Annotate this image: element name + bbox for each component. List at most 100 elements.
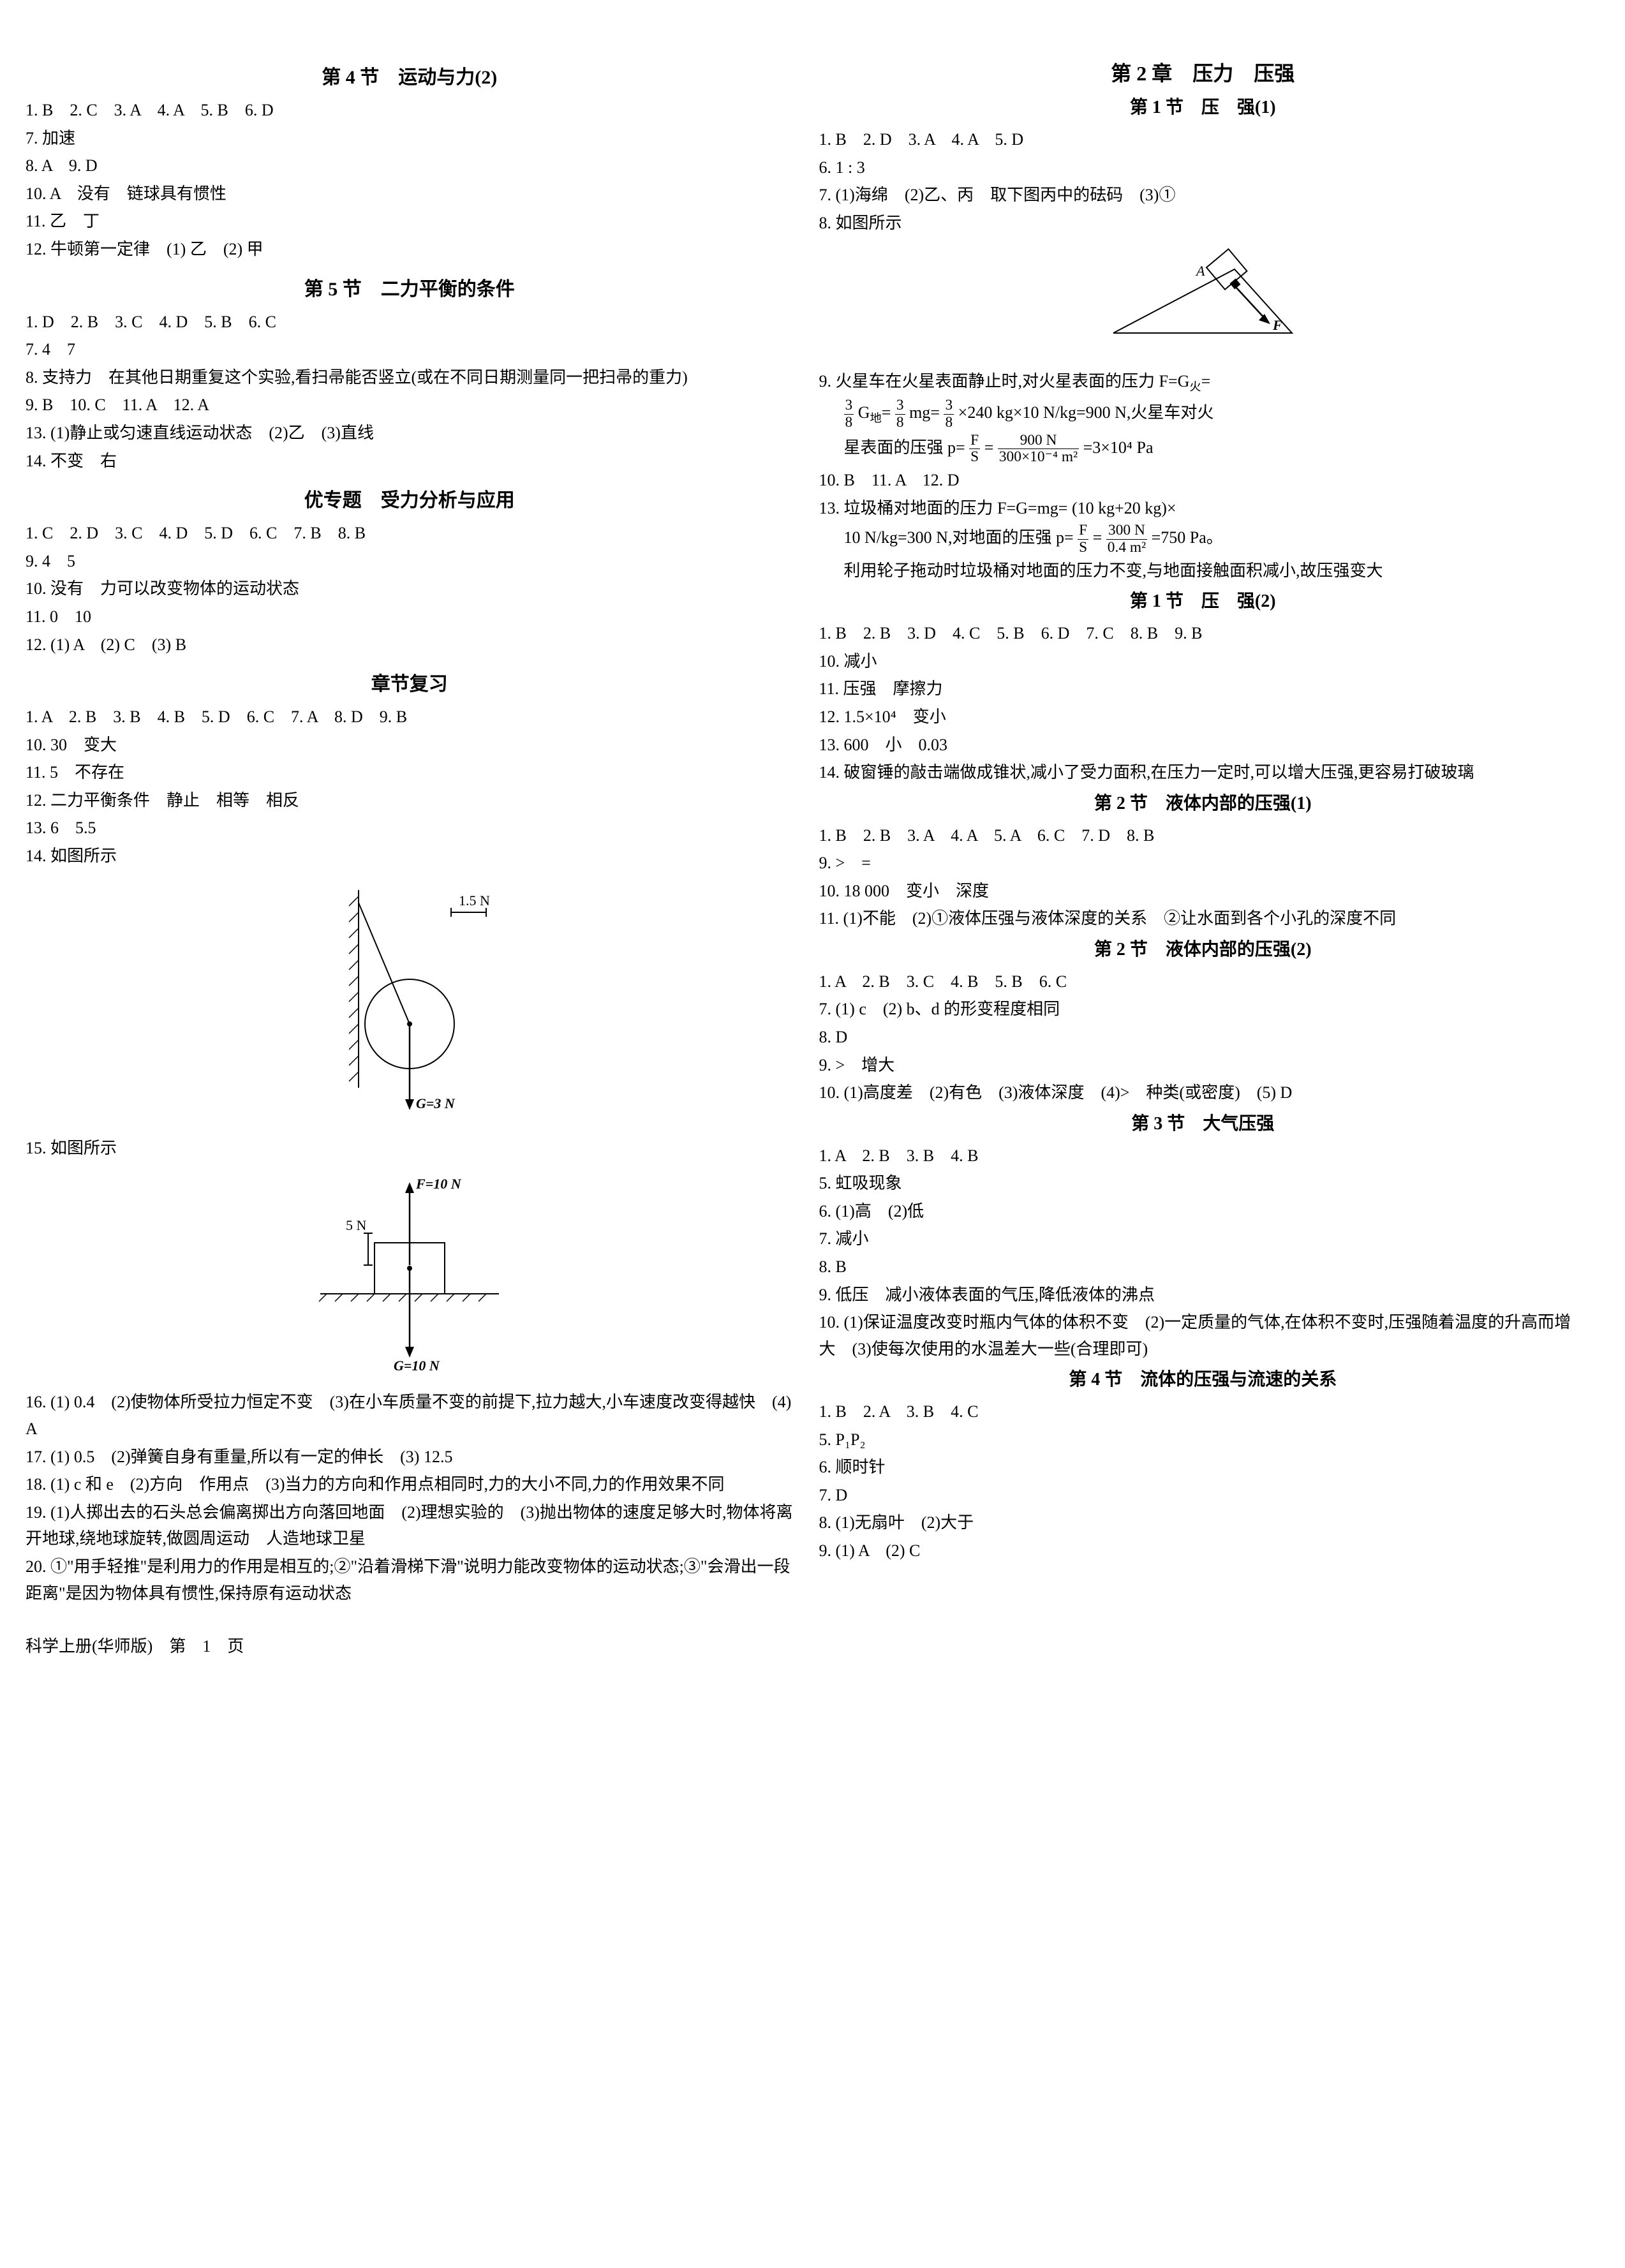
answer-line: 16. (1) 0.4 (2)使物体所受拉力恒定不变 (3)在小车质量不变的前提… [26,1389,794,1442]
answer-line: 7. D [819,1482,1587,1509]
label-A: A [1195,263,1205,279]
q13b-pre: 10 N/kg=300 N,对地面的压强 p= [844,529,1074,547]
answer-line: 10. 18 000 变小 深度 [819,878,1587,905]
answer-line: 7. (1) c (2) b、d 的形变程度相同 [819,996,1587,1023]
answer-line: 6. (1)高 (2)低 [819,1198,1587,1225]
label-F: F [1272,317,1282,333]
frac-900: 900 N300×10⁻⁴ m² [998,433,1079,466]
right-column: 第 2 章 压力 压强 第 1 节 压 强(1) 1. B 2. D 3. A … [819,51,1587,1608]
answer-line: 5. 虹吸现象 [819,1170,1587,1197]
answer-line: 14. 如图所示 [26,843,794,870]
answer-line: 1. B 2. D 3. A 4. A 5. D [819,126,1587,153]
answer-line: 18. (1) c 和 e (2)方向 作用点 (3)当力的方向和作用点相同时,… [26,1471,794,1498]
answer-line: 7. 4 7 [26,336,794,363]
answer-line: 8. A 9. D [26,152,794,179]
answer-line: 10. 没有 力可以改变物体的运动状态 [26,575,794,602]
c2s1b-title: 第 1 节 压 强(2) [819,588,1587,616]
q9-mg: mg= [909,403,940,422]
answer-line: 15. 如图所示 [26,1135,794,1162]
frac-FS: FS [969,433,980,466]
answer-line: 10. (1)高度差 (2)有色 (3)液体深度 (4)> 种类(或密度) (5… [819,1079,1587,1106]
figure-incline: A F [819,244,1587,360]
answer-line: 1. A 2. B 3. B 4. B 5. D 6. C 7. A 8. D … [26,704,794,730]
answer-line: 8. 支持力 在其他日期重复这个实验,看扫帚能否竖立(或在不同日期测量同一把扫帚… [26,364,794,391]
answer-line: 14. 破窗锤的敲击端做成锥状,减小了受力面积,在压力一定时,可以增大压强,更容… [819,759,1587,786]
sec4-title: 第 4 节 运动与力(2) [26,63,794,93]
q13b: 10 N/kg=300 N,对地面的压强 p= FS = 300 N0.4 m²… [819,523,1587,556]
g-label: G=3 N [416,1095,456,1111]
q13c: 利用轮子拖动时垃圾桶对地面的压力不变,与地面接触面积减小,故压强变大 [819,558,1587,584]
answer-line: 1. D 2. B 3. C 4. D 5. B 6. C [26,309,794,336]
answer-line: 7. 减小 [819,1226,1587,1252]
chapter-title: 第 2 章 压力 压强 [819,57,1587,90]
frac-3-8b: 38 [895,397,905,431]
answer-line: 1. B 2. A 3. B 4. C [819,1398,1587,1425]
answer-line: 9. B 10. C 11. A 12. A [26,392,794,419]
c2s3-title: 第 3 节 大气压强 [819,1110,1587,1139]
answer-line: 10. (1)保证温度改变时瓶内气体的体积不变 (2)一定质量的气体,在体积不变… [819,1309,1587,1362]
answer-line: 9. (1) A (2) C [819,1538,1587,1564]
c2s1a-title: 第 1 节 压 强(1) [819,94,1587,122]
q13b-post: =750 Pa。 [1152,529,1223,547]
answer-line: 1. B 2. C 3. A 4. A 5. B 6. D [26,97,794,124]
answer-line: 8. (1)无扇叶 (2)大于 [819,1509,1587,1536]
page: 第 4 节 运动与力(2) 1. B 2. C 3. A 4. A 5. B 6… [26,51,1587,1608]
topic-title: 优专题 受力分析与应用 [26,485,794,516]
answer-line: 10. 30 变大 [26,732,794,759]
answer-line: 1. B 2. B 3. A 4. A 5. A 6. C 7. D 8. B [819,822,1587,849]
answer-line: 9. > 增大 [819,1052,1587,1079]
frac-3-8a: 38 [844,397,854,431]
answer-line: 8. D [819,1024,1587,1051]
page-footer: 科学上册(华师版) 第 1 页 [26,1633,1587,1660]
5n-label: 5 N [346,1217,367,1233]
answer-line: 8. B [819,1254,1587,1280]
answer-line: 6. 1 : 3 [819,154,1587,181]
q9-eq: = [1201,372,1211,390]
q9-line1: 9. 火星车在火星表面静止时,对火星表面的压力 F=G火= [819,368,1587,396]
answer-line: 10. B 11. A 12. D [819,467,1587,494]
frac-FS2: FS [1078,523,1088,556]
answer-line: 1. A 2. B 3. B 4. B [819,1143,1587,1169]
answer-line: 10. A 没有 链球具有惯性 [26,181,794,207]
eq: = [882,403,891,422]
answer-line: 1. A 2. B 3. C 4. B 5. B 6. C [819,968,1587,995]
answer-line: 12. 牛顿第一定律 (1) 乙 (2) 甲 [26,236,794,263]
q9-prefix: 9. 火星车在火星表面静止时,对火星表面的压力 F=G [819,372,1190,390]
answer-line: 11. 0 10 [26,604,794,630]
frac-3-8c: 38 [944,397,954,431]
eq: = [1093,529,1102,547]
answer-line: 12. 1.5×10⁴ 变小 [819,704,1587,730]
answer-line: 9. 低压 减小液体表面的气压,降低液体的沸点 [819,1282,1587,1308]
answer-line: 7. (1)海绵 (2)乙、丙 取下图丙中的砝码 (3)① [819,182,1587,209]
review-title: 章节复习 [26,669,794,700]
left-column: 第 4 节 运动与力(2) 1. B 2. C 3. A 4. A 5. B 6… [26,51,794,1608]
answer-line: 17. (1) 0.5 (2)弹簧自身有重量,所以有一定的伸长 (3) 12.5 [26,1444,794,1471]
figure-15: F=10 N 5 N [26,1169,794,1382]
answer-line: 9. > = [819,850,1587,877]
answer-line: 11. 压强 摩擦力 [819,676,1587,702]
answer-line: 11. 乙 丁 [26,208,794,235]
answer-line: 1. B 2. B 3. D 4. C 5. B 6. D 7. C 8. B … [819,620,1587,647]
f-label: F=10 N [415,1176,462,1192]
q9-sub2: 地 [870,412,881,425]
answer-line: 9. 4 5 [26,548,794,575]
c2s4-title: 第 4 节 流体的压强与流速的关系 [819,1366,1587,1395]
answer-line: 14. 不变 右 [26,448,794,475]
answer-line: 8. 如图所示 [819,210,1587,237]
q9-line3: 星表面的压强 p= FS = 900 N300×10⁻⁴ m² =3×10⁴ P… [819,433,1587,466]
c2s2b-title: 第 2 节 液体内部的压强(2) [819,936,1587,965]
c2s2a-title: 第 2 节 液体内部的压强(1) [819,790,1587,819]
g-label-15: G=10 N [394,1358,440,1374]
scale-label: 1.5 N [459,893,490,908]
figure-14: 1.5 N G=3 N [26,877,794,1128]
answer-line: 7. 加速 [26,125,794,152]
q9-sub: 火 [1189,380,1201,393]
answer-line: 20. ①"用手轻推"是利用力的作用是相互的;②"沿着滑梯下滑"说明力能改变物体… [26,1553,794,1606]
answer-line: 12. 二力平衡条件 静止 相等 相反 [26,787,794,814]
answer-line: 6. 顺时针 [819,1454,1587,1481]
answer-line: 12. (1) A (2) C (3) B [26,632,794,658]
q9-line2: 38 G地= 38 mg= 38 ×240 kg×10 N/kg=900 N,火… [819,397,1587,431]
answer-line: 10. 减小 [819,648,1587,675]
answer-line: 11. (1)不能 (2)①液体压强与液体深度的关系 ②让水面到各个小孔的深度不… [819,905,1587,932]
q9-tail: ×240 kg×10 N/kg=900 N,火星车对火 [958,403,1214,422]
